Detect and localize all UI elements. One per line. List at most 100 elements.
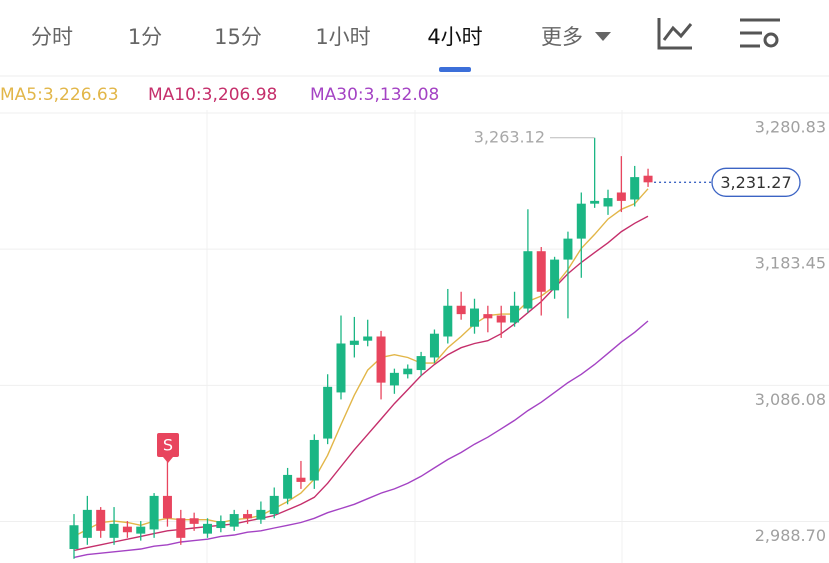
candle-body bbox=[470, 308, 479, 327]
candle bbox=[109, 507, 119, 545]
candle bbox=[563, 231, 573, 319]
candle bbox=[363, 319, 373, 347]
candle-body bbox=[309, 439, 319, 481]
signal-marker: S bbox=[157, 433, 179, 463]
candle bbox=[416, 351, 426, 376]
tab[interactable]: 1小时 bbox=[315, 25, 370, 49]
candle bbox=[643, 168, 653, 187]
candle bbox=[523, 209, 533, 313]
candle bbox=[309, 434, 319, 489]
candle bbox=[616, 156, 626, 213]
candle-body bbox=[389, 372, 399, 386]
candle-body bbox=[443, 305, 453, 337]
candle-body bbox=[136, 526, 146, 534]
last-price-label: 3,231.27 bbox=[720, 173, 791, 192]
candle bbox=[243, 509, 253, 524]
candle bbox=[603, 189, 613, 215]
candle-body bbox=[616, 192, 626, 201]
candle bbox=[122, 521, 132, 538]
settings-icon[interactable] bbox=[740, 18, 780, 48]
y-tick-label: 3,183.45 bbox=[755, 254, 826, 273]
candle-body bbox=[550, 259, 560, 291]
tab[interactable]: 15分 bbox=[214, 25, 262, 49]
candle-body bbox=[403, 368, 413, 375]
candle bbox=[496, 305, 506, 338]
candle bbox=[470, 298, 479, 334]
candle-body bbox=[376, 336, 386, 383]
candle-body bbox=[416, 356, 426, 371]
legend-entry: MA5:3,226.63 bbox=[0, 85, 119, 105]
candle bbox=[229, 509, 239, 531]
candle-body bbox=[363, 336, 373, 341]
candle-body bbox=[229, 514, 239, 527]
candle bbox=[456, 291, 466, 320]
candle bbox=[336, 315, 346, 400]
candle bbox=[296, 460, 306, 489]
candle-body bbox=[349, 340, 359, 345]
candle-body bbox=[603, 198, 613, 207]
candle bbox=[69, 514, 79, 559]
chart-style-icon[interactable] bbox=[657, 18, 693, 50]
candle-body bbox=[162, 495, 172, 519]
y-tick-label: 3,280.83 bbox=[755, 118, 826, 137]
candle bbox=[203, 518, 212, 538]
candle bbox=[576, 192, 586, 278]
candle bbox=[216, 515, 226, 533]
candle-body bbox=[122, 526, 132, 533]
y-tick-label: 3,086.08 bbox=[755, 390, 826, 409]
candle bbox=[429, 329, 439, 364]
signal-label: S bbox=[163, 436, 173, 455]
candle-body bbox=[243, 514, 253, 519]
candle-body bbox=[69, 525, 79, 550]
candle-body bbox=[429, 333, 439, 358]
candle bbox=[323, 374, 333, 445]
more-arrow[interactable] bbox=[595, 32, 611, 41]
candle bbox=[189, 512, 199, 531]
legend-entry: MA30:3,132.08 bbox=[310, 85, 439, 105]
vertical-grid bbox=[206, 110, 623, 563]
candle bbox=[376, 330, 386, 400]
candle bbox=[550, 256, 560, 299]
candle bbox=[483, 305, 493, 333]
tab[interactable]: 更多 bbox=[541, 25, 583, 49]
candle bbox=[349, 316, 359, 358]
candle-body bbox=[483, 314, 493, 319]
candle bbox=[176, 509, 186, 545]
tab[interactable]: 4小时 bbox=[427, 25, 482, 49]
candle-body bbox=[576, 203, 586, 239]
tab-bar: 分时 1分 15分 1小时 4小时 更多 bbox=[31, 25, 583, 49]
candle bbox=[82, 495, 92, 545]
candle-body bbox=[563, 238, 573, 260]
candle-body bbox=[456, 305, 466, 315]
candle-body bbox=[149, 495, 159, 530]
candle-body bbox=[216, 521, 226, 529]
candle bbox=[389, 368, 399, 394]
candle-body bbox=[82, 509, 92, 538]
candle bbox=[269, 487, 279, 519]
candle bbox=[162, 460, 172, 527]
ma-line bbox=[73, 320, 649, 559]
candle bbox=[256, 501, 266, 524]
candle bbox=[630, 165, 640, 207]
candle bbox=[283, 467, 293, 505]
candle-body bbox=[203, 523, 212, 534]
candle-body bbox=[523, 251, 533, 309]
last-price-box bbox=[711, 167, 801, 197]
candle bbox=[536, 247, 546, 316]
candle bbox=[149, 493, 159, 538]
tab[interactable]: 1分 bbox=[128, 25, 162, 49]
candle-body bbox=[536, 251, 546, 292]
candle-body bbox=[323, 386, 333, 439]
tab[interactable]: 分时 bbox=[31, 25, 73, 49]
candle bbox=[590, 137, 600, 208]
candle-body bbox=[269, 495, 279, 515]
candle-body bbox=[256, 509, 266, 520]
legend-entry: MA10:3,206.98 bbox=[148, 85, 277, 105]
candle-body bbox=[109, 523, 119, 538]
candle bbox=[96, 507, 106, 538]
candle-body bbox=[630, 177, 640, 200]
candle-body bbox=[336, 343, 346, 393]
candle-body bbox=[176, 518, 186, 538]
candle-body bbox=[510, 305, 520, 323]
